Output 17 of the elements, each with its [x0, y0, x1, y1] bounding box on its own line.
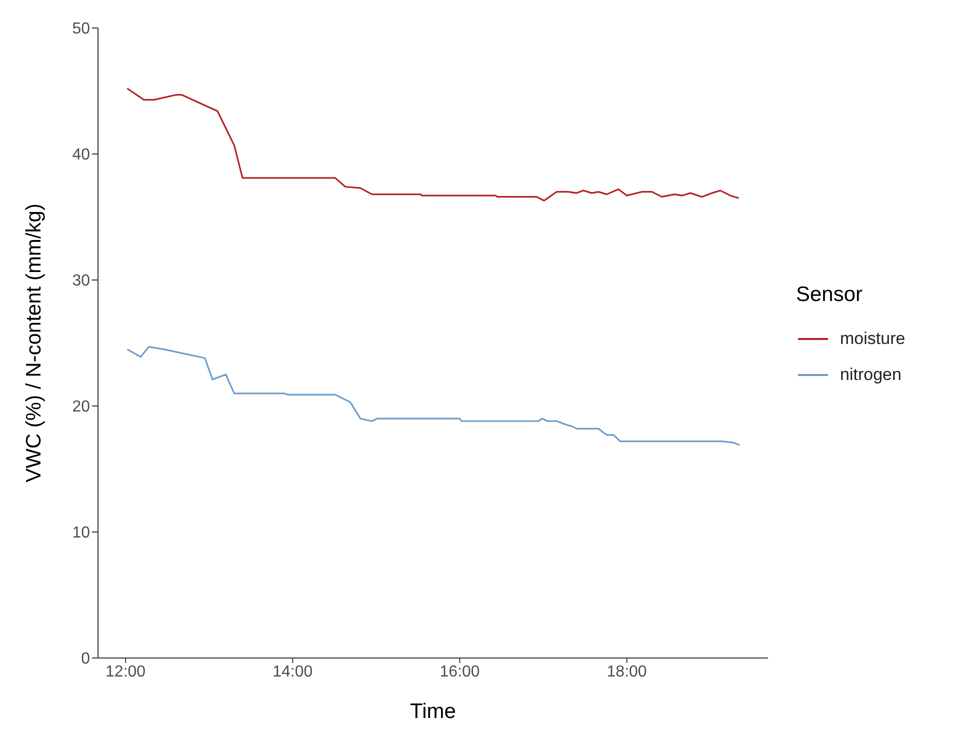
legend-label: moisture — [840, 329, 906, 349]
x-tick-label: 16:00 — [440, 663, 480, 680]
x-tick-label: 18:00 — [606, 663, 647, 680]
legend-title: Sensor — [796, 283, 864, 307]
y-tick-label: 40 — [72, 146, 90, 164]
y-tick-label: 20 — [72, 398, 90, 416]
y-tick-label: 10 — [72, 524, 90, 542]
legend-label: nitrogen — [840, 365, 902, 385]
y-tick-label: 50 — [72, 20, 90, 38]
x-axis-title: Time — [410, 700, 456, 723]
y-tick-label: 30 — [72, 272, 90, 290]
x-tick-label: 12:00 — [106, 663, 146, 680]
line-series — [126, 346, 740, 446]
line-series — [126, 88, 740, 202]
x-tick-label: 14:00 — [272, 663, 313, 680]
y-tick-label: 0 — [81, 650, 90, 668]
y-axis-title: VWC (%) / N-content (mm/kg) — [22, 204, 46, 482]
